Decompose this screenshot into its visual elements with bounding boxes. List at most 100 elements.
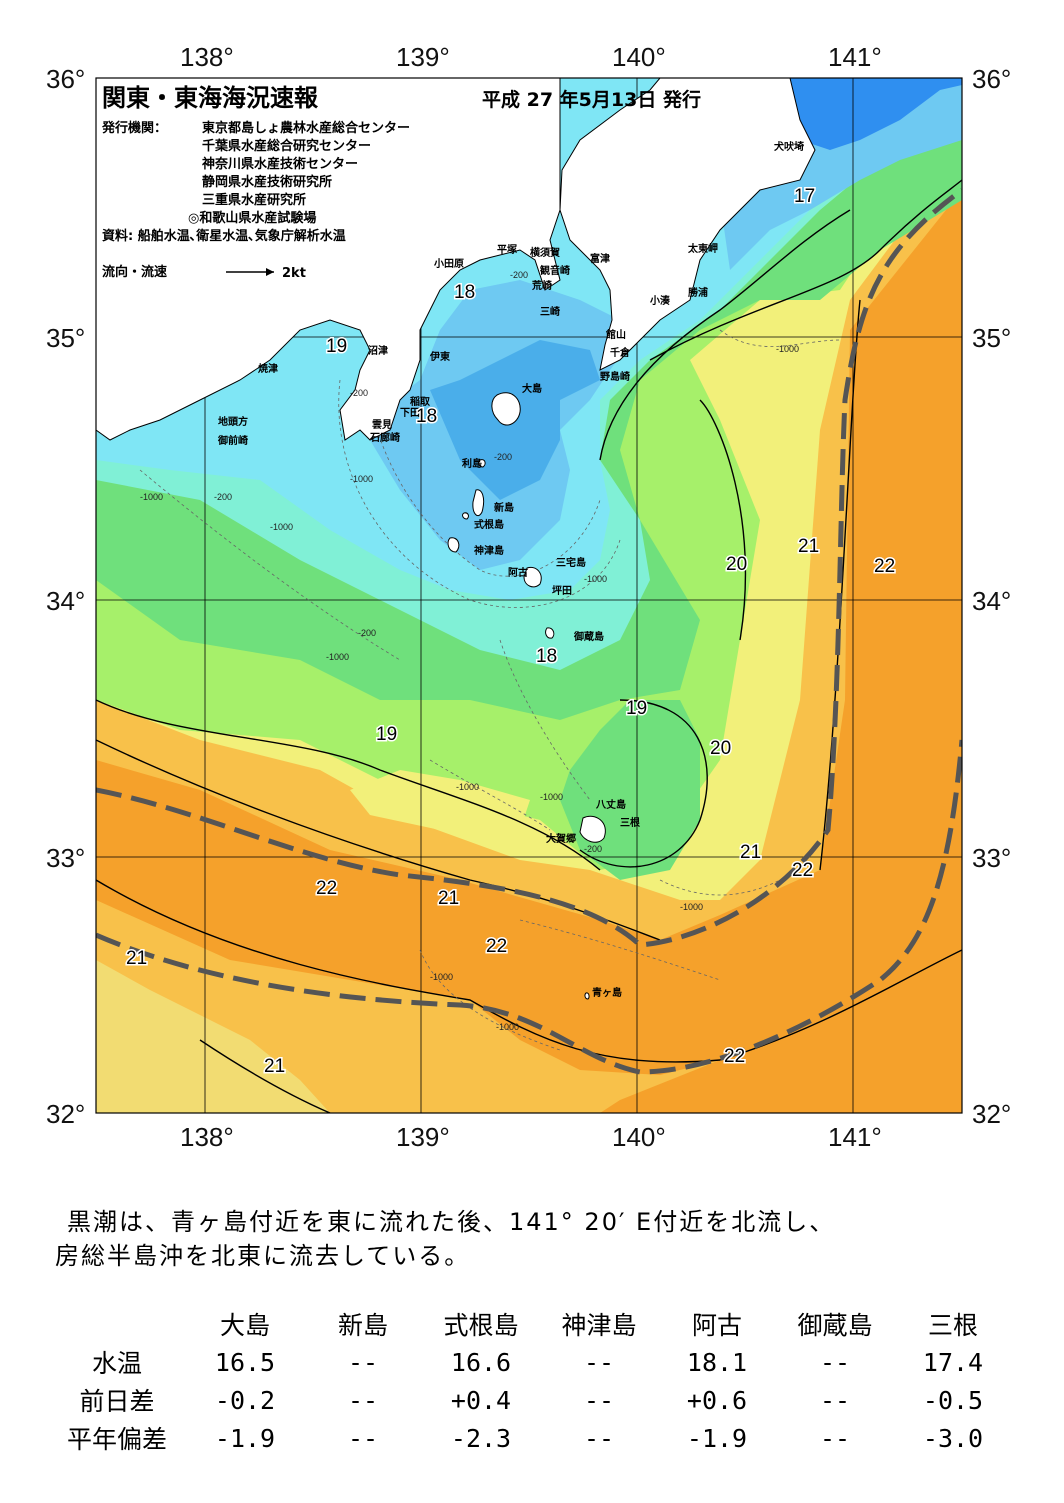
table-col-header: 式根島 xyxy=(443,1311,519,1340)
place-shimoda: 下田 xyxy=(400,407,420,419)
table-cell: +0.4 xyxy=(450,1385,512,1415)
isotherm-label: 18 xyxy=(416,406,437,427)
table-row: 平年偏差 -1.9 -- -2.3 -- -1.9 -- -3.0 xyxy=(48,1419,1012,1457)
depth-label: -1000 xyxy=(430,972,453,982)
table-row: 水温 16.5 -- 16.6 -- 18.1 -- 17.4 xyxy=(48,1343,1012,1381)
lat-label-right-34: 34° xyxy=(972,586,1011,616)
isotherm-label: 22 xyxy=(316,878,337,899)
table-cell: -- xyxy=(347,1423,379,1453)
place-miyakejima: 三宅島 xyxy=(556,556,586,569)
toshima xyxy=(478,459,486,468)
place-numazu: 沼津 xyxy=(368,344,388,357)
place-kozushima: 神津島 xyxy=(474,544,504,557)
place-toshima: 利島 xyxy=(462,457,482,470)
place-chikura: 千倉 xyxy=(610,346,631,359)
summary-line-2: 房総半島沖を北東に流去している。 xyxy=(55,1242,471,1270)
isotherm-label: 17 xyxy=(794,186,815,207)
place-names: 犬吠埼 太東岬 勝浦 小湊 富津 横須賀 観音崎 荒崎 三崎 平塚 小田原 館山… xyxy=(217,140,804,999)
depth-labels: -200 -200 -200 -200 -200 -200 -1000 -100… xyxy=(140,270,799,1032)
isotherm-label: 22 xyxy=(792,860,813,881)
table-col-header: 阿古 xyxy=(691,1311,742,1340)
row-label: 前日差 xyxy=(79,1387,155,1416)
depth-label: -1000 xyxy=(326,652,349,662)
summary-line-1: 黒潮は、青ヶ島付近を東に流れた後、141° 20′ E付近を北流し、 xyxy=(67,1208,836,1236)
depth-contours xyxy=(139,329,841,1051)
lon-label-top-138: 138° xyxy=(180,42,234,72)
miyakejima xyxy=(523,566,542,588)
lat-label-left-33: 33° xyxy=(46,843,85,873)
issuer-4: 静岡県水産技術研究所 xyxy=(202,174,332,190)
isotherm-label: 19 xyxy=(376,724,397,745)
isotherm-label: 21 xyxy=(740,842,761,863)
place-kumomi: 雲見 xyxy=(372,419,392,431)
zone-eddy xyxy=(350,770,530,830)
isotherm-label: 19 xyxy=(626,698,647,719)
place-oshima: 大島 xyxy=(522,382,542,395)
kuroshio-summary: 黒潮は、青ヶ島付近を東に流れた後、141° 20′ E付近を北流し、 房総半島沖… xyxy=(55,1205,1015,1273)
lon-label-bottom-138: 138° xyxy=(180,1122,234,1152)
island-temperature-table: 大島 新島 式根島 神津島 阿古 御蔵島 三根 水温 16.5 -- 16.6 … xyxy=(48,1305,1012,1457)
depth-label: -200 xyxy=(214,492,232,502)
isotherm-lines xyxy=(96,179,962,1113)
depth-label: -200 xyxy=(510,270,528,280)
place-aogashima: 青ヶ島 xyxy=(592,986,622,999)
lat-label-right-32: 32° xyxy=(972,1099,1011,1129)
depth-label: -1000 xyxy=(540,792,563,802)
flow-arrowhead xyxy=(266,268,274,276)
place-odawara: 小田原 xyxy=(433,257,464,270)
isotherm-label: 22 xyxy=(724,1046,745,1067)
zone-16 xyxy=(790,78,962,150)
table-cell: -3.0 xyxy=(922,1423,984,1453)
zone-21-southwest xyxy=(96,960,330,1113)
depth-label: -1000 xyxy=(350,474,373,484)
place-yaizu: 焼津 xyxy=(258,362,278,375)
lat-label-left-34: 34° xyxy=(46,586,85,616)
place-mikurajima: 御蔵島 xyxy=(573,630,604,643)
kuroshio-axis xyxy=(96,187,962,1075)
table-cell: -0.5 xyxy=(922,1385,984,1415)
lon-label-bottom-141: 141° xyxy=(828,1122,882,1152)
isotherm-labels: 17 18 18 19 18 19 19 20 20 21 21 21 22 2… xyxy=(125,185,897,1079)
depth-label: -1000 xyxy=(270,522,293,532)
table-col-header: 大島 xyxy=(219,1311,270,1340)
place-ako: 阿古 xyxy=(508,566,528,579)
place-ito: 伊東 xyxy=(429,350,450,363)
place-arasaki: 荒崎 xyxy=(531,279,552,292)
table-cell: -- xyxy=(347,1347,379,1377)
depth-label: -200 xyxy=(494,452,512,462)
issuer-label: 発行機関： xyxy=(101,120,167,136)
lon-label-top-141: 141° xyxy=(828,42,882,72)
niijima xyxy=(472,489,485,517)
place-taito: 太東岬 xyxy=(687,242,718,255)
issuer-1: 東京都島しょ農林水産総合センター xyxy=(202,120,410,136)
isotherm-label: 18 xyxy=(536,646,557,667)
flow-unit: 2kt xyxy=(282,266,306,281)
place-misaki: 三崎 xyxy=(540,305,560,318)
place-tateyama: 館山 xyxy=(605,328,626,341)
depth-label: -1000 xyxy=(456,782,479,792)
isotherm-label: 18 xyxy=(454,282,475,303)
place-irozaki: 石廊崎 xyxy=(369,431,400,444)
table-cell: -- xyxy=(819,1423,851,1453)
table-cell: -0.2 xyxy=(214,1385,276,1415)
isotherm-label: 21 xyxy=(798,536,819,557)
source-note: 資料: 船舶水温､衛星水温､気象庁解析水温 xyxy=(102,228,346,244)
depth-label: -200 xyxy=(584,844,602,854)
depth-label: -1000 xyxy=(776,344,799,354)
kozushima xyxy=(447,537,460,553)
depth-label: -1000 xyxy=(140,492,163,502)
map-frame xyxy=(95,77,963,1114)
place-hiratsuka: 平塚 xyxy=(497,243,517,256)
isotherm-label: 21 xyxy=(264,1056,285,1077)
place-hachijojima: 八丈島 xyxy=(595,798,626,811)
place-omaezaki: 御前崎 xyxy=(217,434,248,447)
lat-label-right-35: 35° xyxy=(972,323,1011,353)
sea-temperature-map: 138° 139° 140° 141° 138° 139° 140° 141° … xyxy=(46,42,1011,1152)
issuer-5: 三重県水産研究所 xyxy=(202,192,306,208)
place-niijima: 新島 xyxy=(494,501,514,514)
isotherm-label: 21 xyxy=(126,948,147,969)
issue-date: 平成 27 年5月13日 発行 xyxy=(482,88,701,111)
isotherm-label: 22 xyxy=(486,936,507,957)
depth-label: -200 xyxy=(350,388,368,398)
place-tsubota: 坪田 xyxy=(552,584,572,597)
